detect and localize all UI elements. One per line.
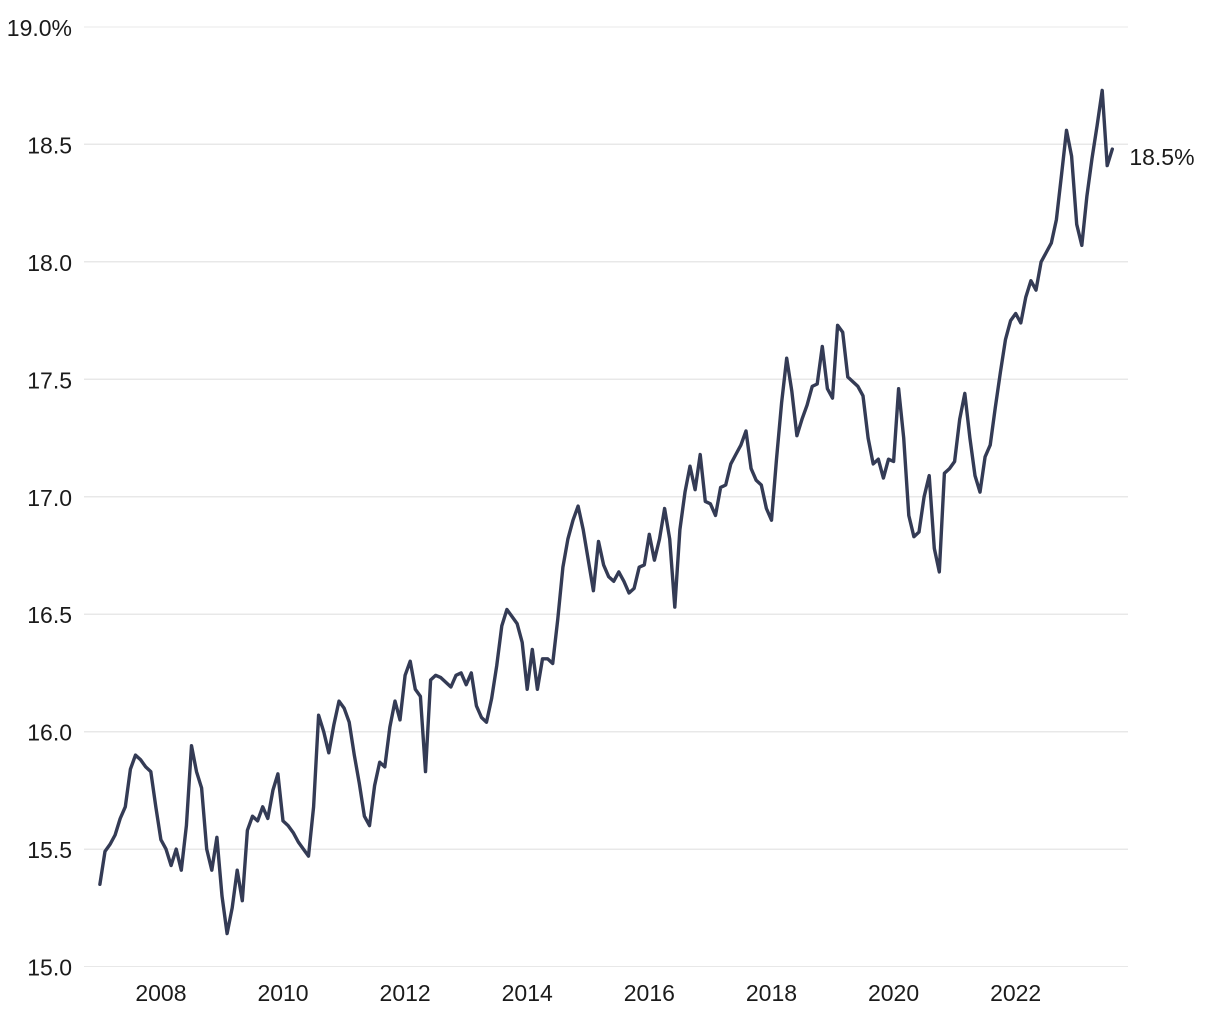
- x-tick-label: 2020: [868, 980, 919, 1006]
- y-tick-label: 15.0: [27, 955, 72, 981]
- y-tick-label: 18.5: [27, 132, 72, 158]
- y-tick-label: 16.5: [27, 602, 72, 628]
- y-tick-label: 17.5: [27, 367, 72, 393]
- y-tick-label: 18.0: [27, 250, 72, 276]
- x-tick-label: 2016: [624, 980, 675, 1006]
- x-tick-label: 2018: [746, 980, 797, 1006]
- y-tick-label: 17.0: [27, 485, 72, 511]
- x-tick-label: 2008: [135, 980, 186, 1006]
- x-tick-label: 2010: [257, 980, 308, 1006]
- end-value-label: 18.5%: [1129, 144, 1194, 170]
- x-tick-label: 2014: [502, 980, 553, 1006]
- x-tick-label: 2022: [990, 980, 1041, 1006]
- y-tick-label: 16.0: [27, 720, 72, 746]
- x-tick-label: 2012: [380, 980, 431, 1006]
- y-tick-label: 15.5: [27, 837, 72, 863]
- y-tick-label: 19.0%: [7, 15, 72, 41]
- series-line: [98, 88, 1114, 936]
